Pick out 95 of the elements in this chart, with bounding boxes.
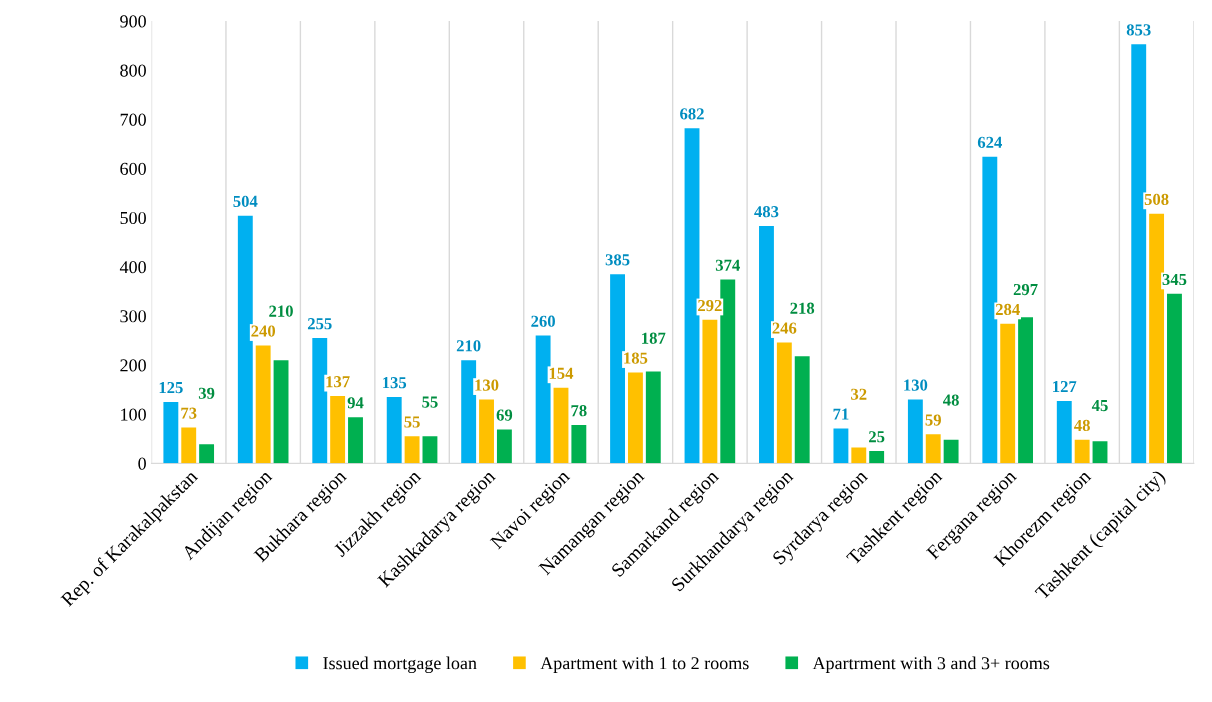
data-label: 210 (456, 340, 481, 352)
bar (181, 427, 197, 464)
data-label: 255 (307, 318, 332, 330)
bar (925, 434, 941, 464)
data-label: 32 (851, 388, 867, 400)
bar (1092, 441, 1108, 464)
y-tick-label: 300 (120, 310, 146, 323)
data-label: 624 (977, 136, 1003, 148)
data-label: 374 (715, 259, 740, 271)
bar (199, 444, 215, 464)
data-label: 55 (422, 396, 438, 408)
data-label: 130 (904, 379, 928, 391)
y-tick-label: 100 (121, 408, 146, 421)
data-label: 127 (1053, 381, 1077, 393)
data-label: 292 (698, 299, 722, 312)
data-label: 345 (1162, 273, 1187, 286)
data-label: 137 (326, 376, 350, 388)
y-tick-label: 900 (120, 15, 146, 28)
data-label: 125 (159, 382, 183, 394)
data-label: 59 (925, 414, 941, 426)
data-label: 260 (531, 315, 555, 327)
data-label: 94 (347, 397, 364, 409)
bar (907, 399, 923, 464)
bar (759, 225, 774, 464)
bar (237, 215, 253, 464)
bar (610, 274, 626, 464)
data-label: 48 (943, 394, 959, 406)
bar (1074, 439, 1090, 464)
data-label: 187 (642, 332, 666, 344)
legend-label: Apartrment with 3 and 3+ rooms (812, 656, 1050, 673)
bar (794, 356, 810, 464)
bar (776, 342, 792, 464)
data-label: 240 (251, 325, 276, 337)
bar (833, 428, 849, 464)
data-label: 210 (269, 305, 293, 317)
y-tick-label: 800 (120, 64, 146, 77)
bar (386, 396, 402, 464)
data-label: 246 (772, 322, 797, 334)
bar (496, 429, 512, 464)
data-label: 48 (1074, 419, 1090, 432)
legend-label: Issued mortgage loan (323, 656, 477, 674)
bar (943, 439, 959, 464)
data-label: 71 (833, 408, 849, 420)
data-label: 385 (605, 254, 630, 266)
data-label: 78 (571, 405, 587, 417)
bar (1167, 293, 1182, 464)
bar (720, 279, 736, 464)
bar (461, 360, 477, 464)
data-label: 25 (869, 431, 885, 443)
data-label: 218 (790, 302, 815, 314)
y-tick-label: 600 (120, 162, 146, 175)
data-label: 284 (995, 303, 1020, 316)
bar (273, 360, 289, 464)
data-label: 504 (233, 195, 258, 207)
y-tick-label: 400 (119, 261, 146, 274)
bar (348, 417, 363, 464)
bar (1018, 317, 1033, 464)
data-label: 508 (1144, 193, 1169, 205)
data-label: 154 (549, 367, 574, 379)
data-label: 483 (754, 206, 779, 218)
data-label: 853 (1126, 24, 1151, 36)
bar (571, 424, 587, 464)
bar (982, 156, 998, 464)
data-label: 39 (198, 387, 215, 399)
bar (645, 371, 661, 464)
data-label: 130 (475, 379, 499, 391)
data-label: 682 (680, 108, 704, 120)
bar (702, 319, 718, 464)
data-label: 73 (181, 407, 197, 419)
bar (851, 447, 867, 464)
bar (535, 335, 551, 464)
bar (255, 345, 271, 464)
data-label: 185 (624, 352, 648, 364)
bar (1056, 400, 1072, 464)
y-tick-label: 0 (138, 457, 146, 470)
data-label: 69 (496, 409, 513, 421)
bar (627, 372, 643, 464)
bar (684, 128, 700, 464)
data-label: 297 (1013, 283, 1038, 296)
y-tick-label: 200 (120, 359, 146, 372)
bar (312, 338, 328, 464)
bar (163, 401, 179, 464)
y-tick-label: 700 (120, 113, 146, 126)
y-tick-label: 500 (120, 211, 146, 225)
bar (869, 451, 885, 464)
bar (404, 436, 420, 464)
bar (422, 436, 438, 464)
bar (553, 387, 569, 464)
data-label: 135 (383, 377, 407, 389)
bar (330, 396, 346, 464)
data-label: 55 (404, 416, 420, 428)
bar (1000, 323, 1016, 464)
legend-label: Apartment with 1 to 2 rooms (540, 656, 749, 673)
data-label: 45 (1091, 400, 1108, 412)
bar (479, 399, 494, 464)
